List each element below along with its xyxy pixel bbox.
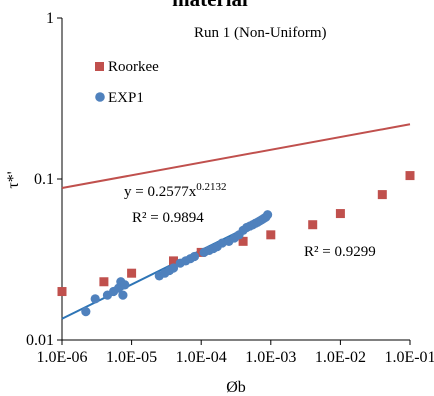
point-exp1 <box>168 263 179 273</box>
point-exp1 <box>120 280 130 290</box>
x-tick-label: 1.0E-05 <box>106 349 157 366</box>
x-tick-label: 1.0E-03 <box>245 349 296 366</box>
legend-label-roorkee: Roorkee <box>108 59 159 75</box>
legend-marker-exp1 <box>95 92 105 102</box>
x-axis-label: Øb <box>226 379 246 396</box>
point-roorkee <box>405 171 415 181</box>
trendline-roorkee <box>61 123 411 190</box>
point-roorkee <box>377 190 387 200</box>
point-exp1 <box>81 307 91 317</box>
chart-title: material <box>172 0 248 11</box>
point-roorkee <box>169 256 179 266</box>
point-roorkee <box>308 220 318 230</box>
axis-ticks: 1.0E-06 1.0E-05 1.0E-04 1.0E-03 1.0E-02 1.0E-… <box>26 10 434 366</box>
point-exp1 <box>263 210 273 220</box>
data-points <box>57 171 415 317</box>
chart-subtitle: Run 1 (Non-Uniform) <box>194 25 326 41</box>
point-roorkee <box>127 268 137 278</box>
x-tick-label: 1.0E-06 <box>36 349 87 366</box>
r2-annotation-roorkee: R² = 0.9299 <box>304 244 376 260</box>
equation-annotation: y = 0.2577x0.2132 <box>124 181 226 200</box>
x-tick-label: 1.0E-01 <box>384 349 434 366</box>
point-roorkee <box>335 209 345 219</box>
point-exp1 <box>118 290 128 300</box>
point-roorkee <box>57 287 67 297</box>
y-tick-label: 1 <box>46 10 54 27</box>
point-roorkee <box>266 230 276 240</box>
point-exp1 <box>90 294 100 304</box>
y-axis-label: τ*' <box>5 171 22 188</box>
point-exp1 <box>189 251 200 262</box>
y-tick-label: 0.01 <box>26 332 54 349</box>
legend-marker-roorkee <box>95 62 104 71</box>
equation-base: y = 0.2577x <box>124 184 197 200</box>
point-roorkee <box>238 236 248 246</box>
r2-annotation-exp1: R² = 0.9894 <box>132 210 204 226</box>
x-tick-label: 1.0E-02 <box>315 349 366 366</box>
equation-exponent: 0.2132 <box>196 181 226 193</box>
legend: Roorkee EXP1 <box>95 59 159 106</box>
y-tick-label: 0.1 <box>34 171 54 188</box>
legend-label-exp1: EXP1 <box>108 90 144 106</box>
x-tick-label: 1.0E-04 <box>176 349 227 366</box>
point-roorkee <box>99 277 109 287</box>
